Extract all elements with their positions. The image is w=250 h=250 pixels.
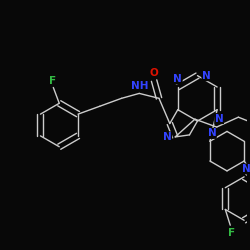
Text: N: N: [174, 74, 182, 84]
Text: F: F: [228, 228, 235, 238]
Text: F: F: [49, 76, 56, 86]
Text: N: N: [242, 164, 250, 174]
Text: N: N: [208, 128, 216, 138]
Text: O: O: [150, 68, 158, 78]
Text: NH: NH: [130, 82, 148, 92]
Text: N: N: [163, 132, 172, 142]
Text: N: N: [215, 114, 224, 124]
Text: N: N: [202, 71, 211, 81]
